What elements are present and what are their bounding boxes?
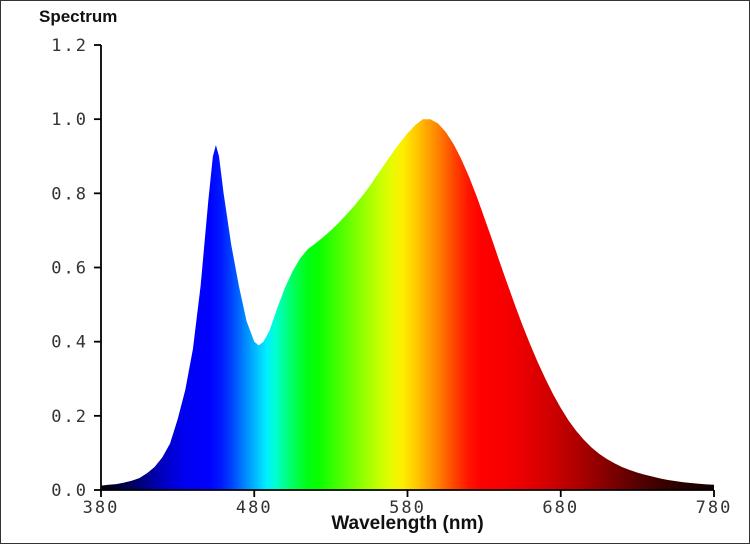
y-tick-label: 1.2	[51, 36, 88, 56]
y-tick-label: 0.4	[51, 333, 88, 353]
axes: 0.0 0.2 0.4 0.6 0.8 1.0 1.2 380 480 580 680 780	[51, 36, 733, 518]
x-tick-label: 480	[236, 498, 273, 518]
y-tick-label: 0.8	[51, 184, 88, 204]
x-axis-label: Wavelength (nm)	[331, 513, 484, 534]
x-tick-label: 680	[542, 498, 579, 518]
y-tick-label: 0.0	[51, 481, 88, 501]
x-tick-label: 380	[83, 498, 120, 518]
y-tick-label: 0.2	[51, 407, 88, 427]
chart-title: Spectrum	[39, 7, 118, 26]
x-tick-label: 780	[696, 498, 733, 518]
y-tick-label: 0.6	[51, 259, 88, 279]
y-tick-label: 1.0	[51, 110, 88, 130]
spectrum-curve-area	[101, 119, 714, 490]
x-tick-label: 580	[389, 498, 426, 518]
